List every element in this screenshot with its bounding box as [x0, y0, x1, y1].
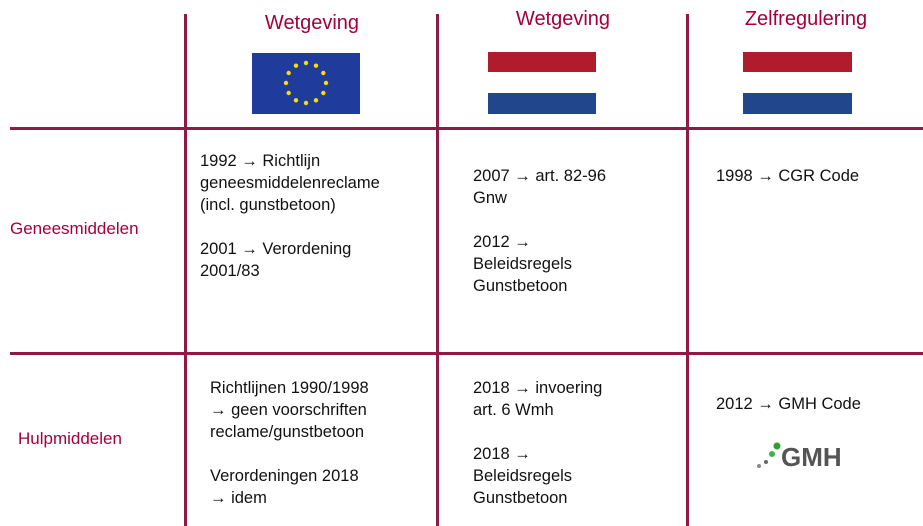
logo-text: GMH	[781, 442, 842, 472]
star	[293, 98, 299, 103]
text-line: Beleidsregels	[473, 467, 573, 485]
text-line: 1992 → Richtlijn	[200, 152, 321, 170]
text-line: 2001/83	[200, 262, 260, 280]
text-line: Gunstbetoon	[473, 489, 568, 507]
nl-flag	[743, 52, 852, 114]
star	[313, 98, 319, 103]
row-label: Geneesmiddelen	[10, 219, 139, 238]
column-header: Zelfregulering	[744, 8, 868, 30]
star	[321, 70, 326, 76]
column-header: Wetgeving	[264, 12, 360, 34]
text-line: 2001 → Verordening	[200, 240, 352, 258]
cell: 1998 → CGR Code	[716, 165, 916, 209]
star	[321, 90, 326, 96]
logo-dots	[757, 442, 781, 468]
star	[303, 100, 309, 106]
paragraph: 2012 → Beleidsregels Gunstbetoon	[473, 231, 673, 297]
text-line: reclame/gunstbetoon	[210, 423, 365, 441]
row-divider	[10, 352, 923, 355]
text-line: Verordeningen 2018	[210, 467, 359, 485]
paragraph: Verordeningen 2018 → idem	[210, 465, 446, 509]
paragraph: 2012 → GMH Code	[716, 393, 916, 415]
paragraph: 1998 → CGR Code	[716, 165, 916, 187]
star	[286, 70, 291, 76]
text-line: Gnw	[473, 189, 507, 207]
text-line: Richtlijnen 1990/1998	[210, 379, 369, 397]
star	[283, 80, 289, 86]
column-divider	[184, 14, 187, 526]
star	[313, 63, 319, 68]
column-header: Wetgeving	[515, 8, 611, 30]
text-line: art. 6 Wmh	[473, 401, 554, 419]
text-line: 2012 →	[473, 233, 531, 251]
cell: 2018 → invoering art. 6 Wmh 2018 → Beleidsr…	[473, 377, 673, 526]
paragraph: 2001 → Verordening 2001/83	[200, 238, 436, 282]
star	[286, 90, 291, 96]
paragraph: 2007 → art. 82-96 Gnw	[473, 165, 673, 209]
text-line: 2018 → invoering	[473, 379, 603, 397]
paragraph: 2018 → invoering art. 6 Wmh	[473, 377, 673, 421]
paragraph: Richtlijnen 1990/1998 → geen voorschrifte…	[210, 377, 446, 443]
text-line: Gunstbetoon	[473, 277, 568, 295]
paragraph: 2018 → Beleidsregels Gunstbetoon	[473, 443, 673, 509]
text-line: 2018 →	[473, 445, 531, 463]
column-divider	[436, 14, 439, 526]
column-divider	[686, 14, 689, 526]
star	[293, 63, 299, 68]
text-line: geneesmiddelenreclame	[200, 174, 380, 192]
cell: 2007 → art. 82-96 Gnw 2012 → Beleidsregels G…	[473, 165, 673, 319]
cell: 2012 → GMH Code	[716, 393, 916, 437]
cell: Richtlijnen 1990/1998 → geen voorschrifte…	[210, 377, 446, 526]
row-label: Hulpmiddelen	[18, 429, 122, 448]
text-line: 2012 → GMH Code	[716, 395, 861, 413]
paragraph: 1992 → Richtlijn geneesmiddelenreclame (in…	[200, 150, 436, 216]
nl-flag	[488, 52, 596, 114]
cell: 1992 → Richtlijn geneesmiddelenreclame (in…	[200, 150, 436, 304]
text-line: Beleidsregels	[473, 255, 573, 273]
text-line: → idem	[210, 489, 267, 507]
eu-flag	[252, 53, 360, 114]
star	[303, 60, 309, 66]
text-line: 2007 → art. 82-96	[473, 167, 606, 185]
star	[323, 80, 329, 86]
text-line: → geen voorschriften	[210, 401, 367, 419]
text-line: 1998 → CGR Code	[716, 167, 860, 185]
text-line: (incl. gunstbetoon)	[200, 196, 336, 214]
row-divider	[10, 127, 923, 130]
